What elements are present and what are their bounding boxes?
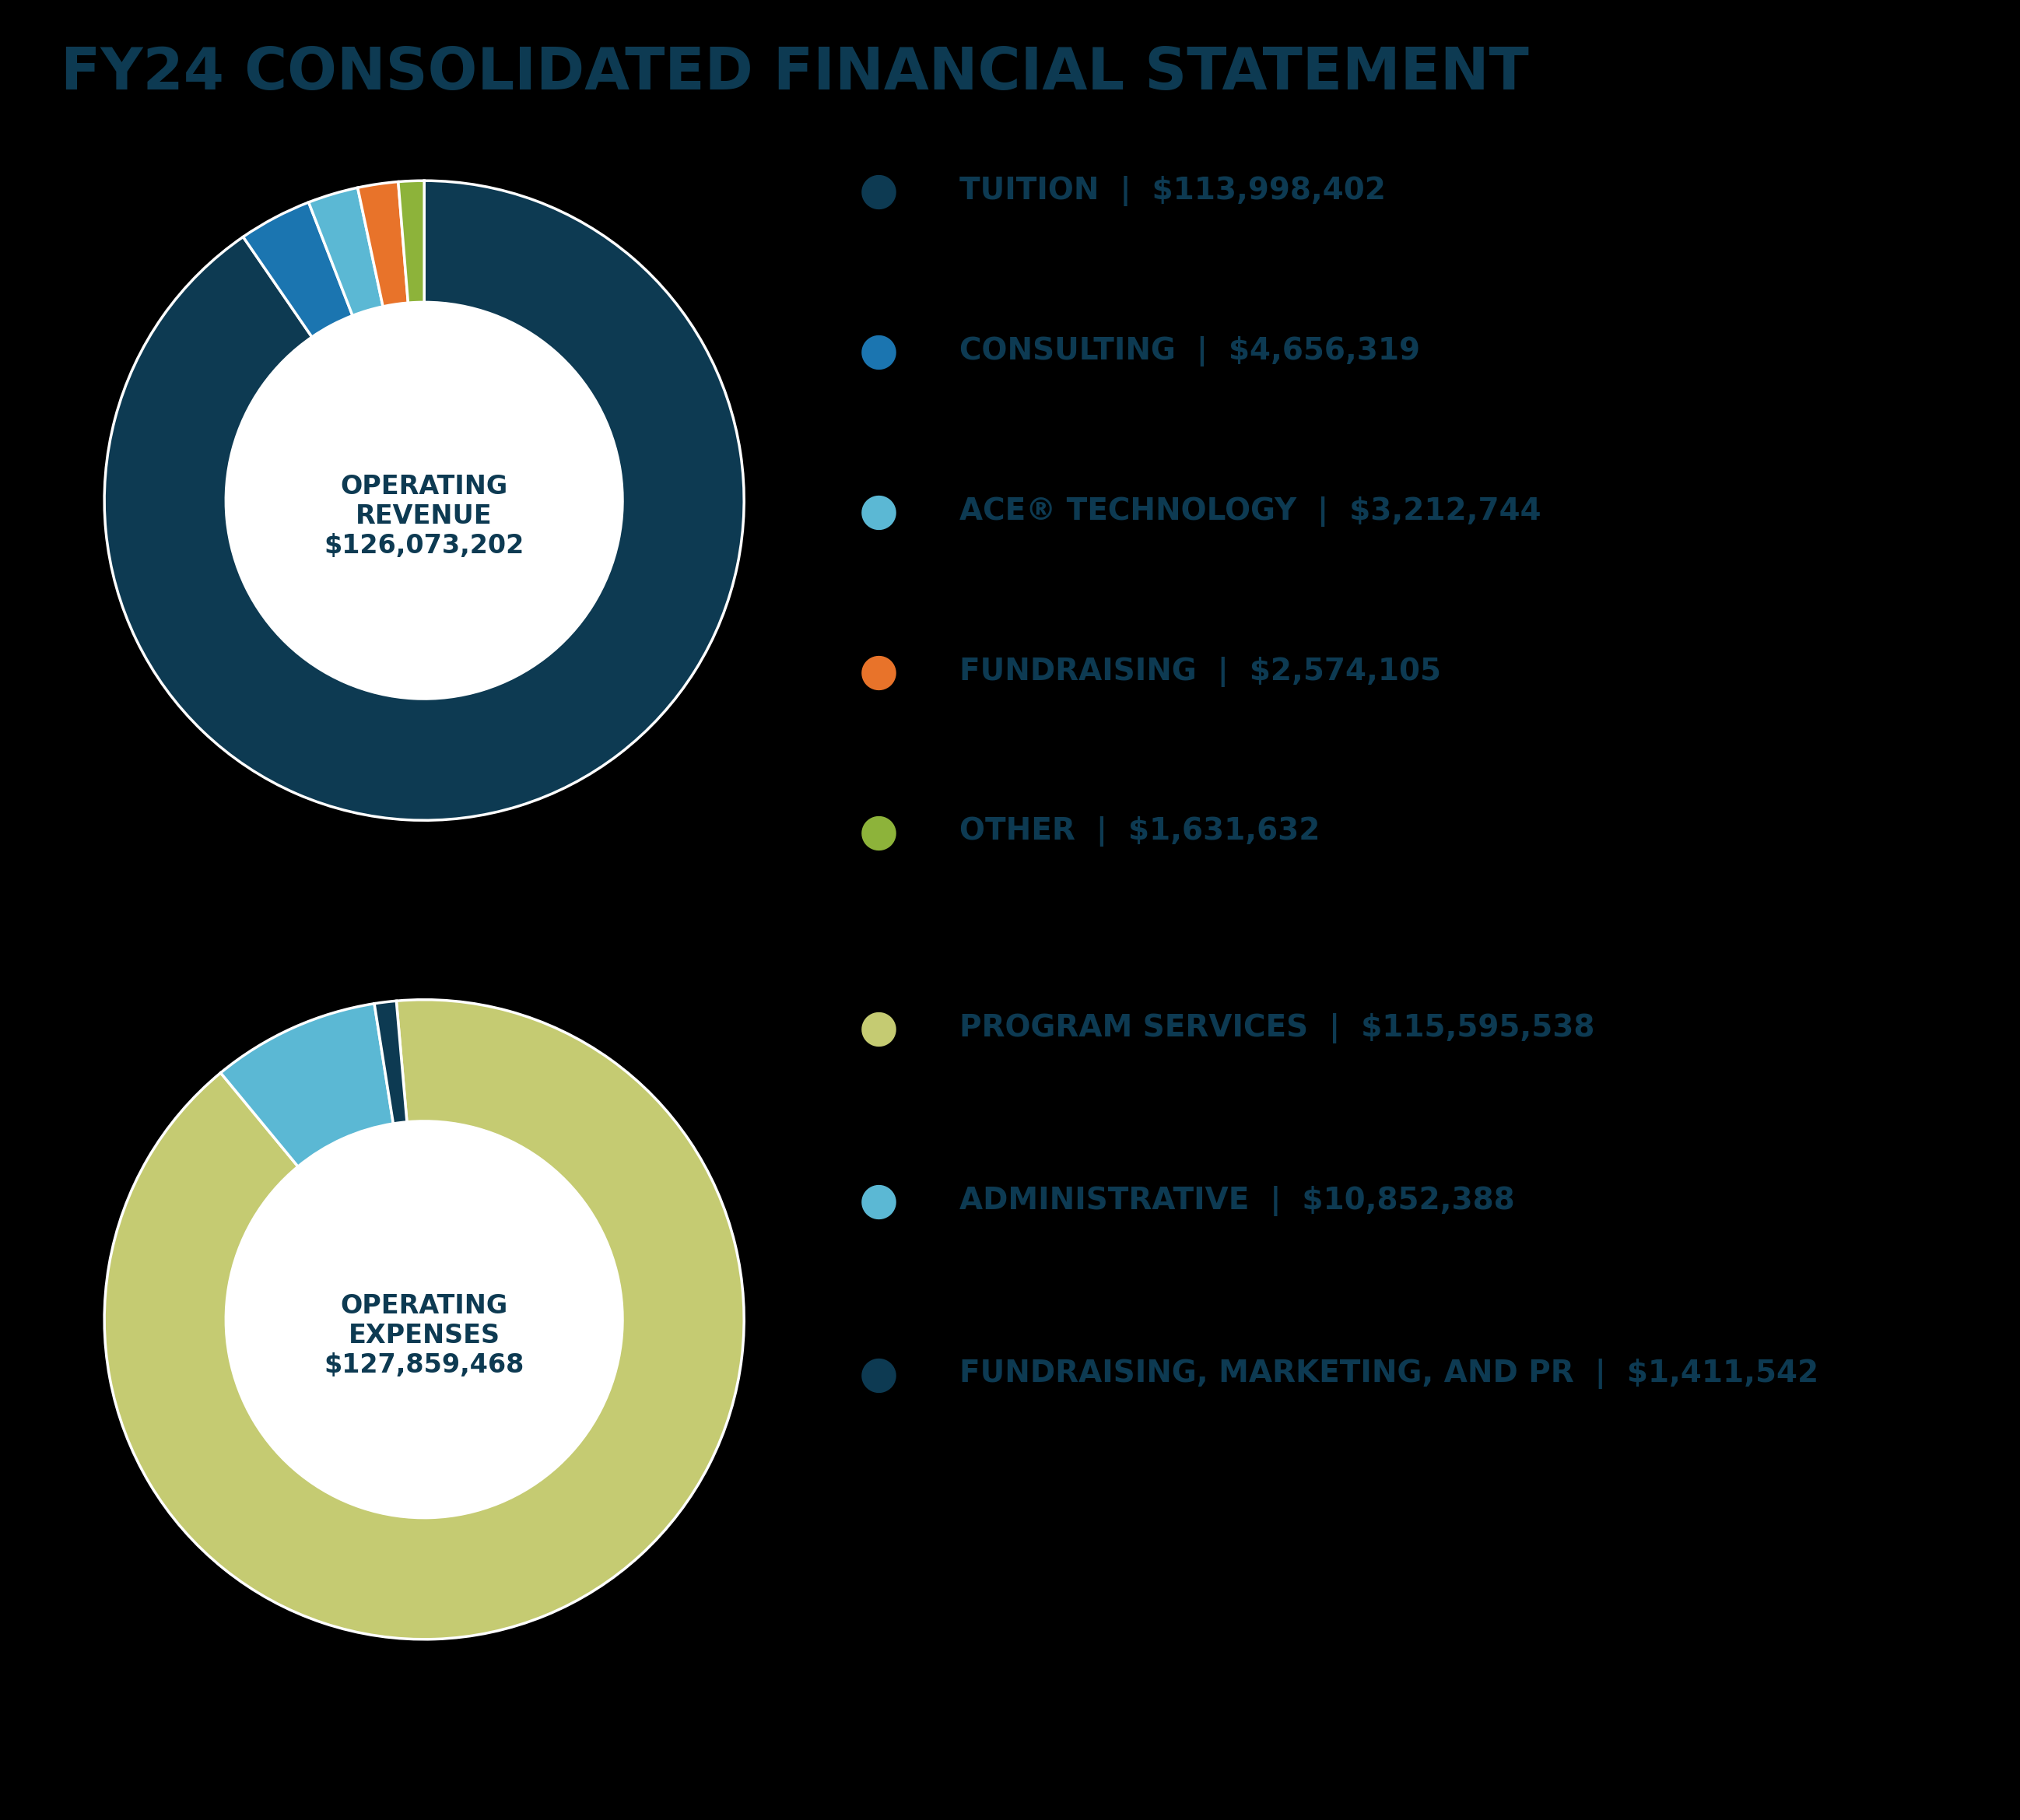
Text: OTHER  |  $1,631,632: OTHER | $1,631,632	[959, 817, 1319, 846]
Text: ●: ●	[858, 490, 899, 533]
Wedge shape	[374, 1001, 406, 1123]
Wedge shape	[105, 180, 743, 821]
Text: ●: ●	[858, 1179, 899, 1223]
Text: ●: ●	[858, 329, 899, 373]
Text: ●: ●	[858, 1352, 899, 1396]
Text: ●: ●	[858, 650, 899, 693]
Text: ●: ●	[858, 810, 899, 854]
Wedge shape	[358, 182, 408, 306]
Wedge shape	[220, 1003, 394, 1167]
Wedge shape	[309, 187, 384, 315]
Text: ADMINISTRATIVE  |  $10,852,388: ADMINISTRATIVE | $10,852,388	[959, 1187, 1515, 1216]
Text: FUNDRAISING  |  $2,574,105: FUNDRAISING | $2,574,105	[959, 657, 1440, 686]
Wedge shape	[398, 180, 424, 302]
Circle shape	[226, 302, 622, 699]
Text: ACE® TECHNOLOGY  |  $3,212,744: ACE® TECHNOLOGY | $3,212,744	[959, 497, 1541, 526]
Text: FUNDRAISING, MARKETING, AND PR  |  $1,411,542: FUNDRAISING, MARKETING, AND PR | $1,411,…	[959, 1360, 1818, 1389]
Text: OPERATING
EXPENSES
$127,859,468: OPERATING EXPENSES $127,859,468	[323, 1292, 525, 1378]
Text: TUITION  |  $113,998,402: TUITION | $113,998,402	[959, 177, 1386, 206]
Text: PROGRAM SERVICES  |  $115,595,538: PROGRAM SERVICES | $115,595,538	[959, 1014, 1594, 1043]
Wedge shape	[105, 999, 743, 1640]
Text: ●: ●	[858, 1006, 899, 1050]
Circle shape	[226, 1121, 622, 1518]
Text: CONSULTING  |  $4,656,319: CONSULTING | $4,656,319	[959, 337, 1420, 366]
Wedge shape	[242, 202, 353, 337]
Text: FY24 CONSOLIDATED FINANCIAL STATEMENT: FY24 CONSOLIDATED FINANCIAL STATEMENT	[61, 46, 1529, 102]
Text: ●: ●	[858, 169, 899, 213]
Text: OPERATING
REVENUE
$126,073,202: OPERATING REVENUE $126,073,202	[323, 473, 525, 559]
